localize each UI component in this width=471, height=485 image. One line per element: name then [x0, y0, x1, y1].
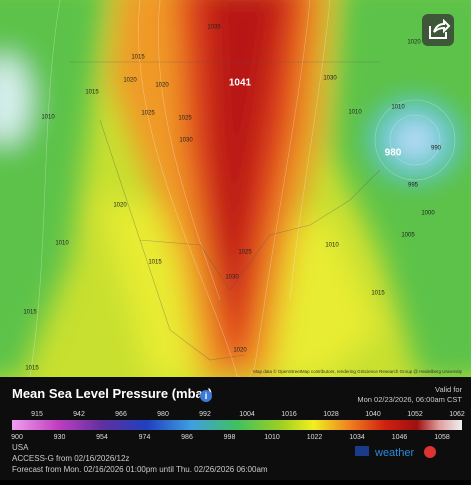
contour-label: 1020	[155, 83, 169, 89]
color-scale	[12, 420, 462, 430]
contour-label: 1020	[123, 78, 137, 84]
attribution: Map data © OpenStreetMap contributors, r…	[253, 368, 462, 374]
scale-label: 1040	[365, 411, 381, 418]
scale-label: 915	[31, 411, 43, 418]
contour-label: 990	[431, 146, 442, 152]
contour-label: 1010	[348, 110, 362, 116]
pressure-field	[0, 0, 471, 377]
contour-label: 1020	[113, 203, 127, 209]
contour-label: 980	[385, 148, 402, 159]
scale-label: 1034	[349, 434, 365, 441]
contour-label: 1025	[141, 111, 155, 117]
scale-label: 1004	[239, 411, 255, 418]
contour-label: 1015	[25, 366, 39, 372]
contour-label: 1010	[55, 241, 69, 247]
info-button[interactable]: i	[200, 390, 212, 402]
scale-label: 980	[157, 411, 169, 418]
scale-label: 1022	[307, 434, 323, 441]
contour-label: 1005	[401, 233, 415, 239]
share-button[interactable]	[422, 14, 454, 46]
contour-label: 1030	[179, 138, 193, 144]
scale-label: 966	[115, 411, 127, 418]
contour-label: 1020	[407, 40, 421, 46]
brand: weather	[374, 447, 414, 459]
valid-time: Mon 02/23/2026, 06:00am CST	[357, 395, 462, 404]
valid-label: Valid for	[435, 385, 462, 394]
contour-label: 1030	[323, 76, 337, 82]
share-icon[interactable]	[429, 18, 451, 39]
isobars	[29, 0, 456, 377]
contour-label: 995	[408, 183, 419, 189]
model: ACCESS-G from 02/16/2026/12z	[12, 454, 129, 463]
scale-label: 930	[54, 434, 66, 441]
info-circle[interactable]	[200, 390, 212, 402]
scale-label: 986	[181, 434, 193, 441]
scale-label: 1058	[434, 434, 450, 441]
borders	[70, 61, 381, 361]
contour-label: 1010	[391, 105, 405, 111]
contour-label: 1000	[421, 211, 435, 217]
contour-labels: 1015 1020 1020 1015 1025 1025 1030 1041 1035 1020…	[23, 25, 441, 372]
legend-title: Mean Sea Level Pressure (mbar)	[12, 386, 212, 401]
contour-label: 1020	[233, 348, 247, 354]
contour-label: 1015	[85, 90, 99, 96]
forecast-range: Forecast from Mon. 02/16/2026 01:00pm un…	[12, 465, 268, 474]
contour-label: 1030	[225, 275, 239, 281]
brand-mark	[424, 446, 436, 458]
scale-labels: 915 942 966 980 992 1004 1016 1028 1040 1052 1062 9…	[11, 411, 465, 441]
scale-label: 1028	[323, 411, 339, 418]
contour-label: 1015	[131, 55, 145, 61]
contour-label: 1015	[23, 310, 37, 316]
scale-label: 1046	[392, 434, 408, 441]
map[interactable]: 1015 1020 1020 1015 1025 1025 1030 1041 1035 1020…	[0, 0, 471, 380]
contour-label: 1010	[325, 243, 339, 249]
info-icon[interactable]: i	[205, 391, 208, 401]
contour-label: 1025	[238, 250, 252, 256]
contour-label: 1015	[371, 291, 385, 297]
brand-logo: weather	[355, 446, 436, 459]
scale-label: 954	[96, 434, 108, 441]
contour-label: 1010	[41, 115, 55, 121]
scale-label: 998	[224, 434, 236, 441]
region: USA	[12, 443, 29, 452]
contour-label: 1035	[207, 25, 221, 31]
scale-label: 1062	[449, 411, 465, 418]
scale-label: 942	[73, 411, 85, 418]
flag	[355, 446, 369, 456]
scale-label: 900	[11, 434, 23, 441]
scale-label: 974	[139, 434, 151, 441]
contour-label: 1015	[148, 260, 162, 266]
scale-label: 1010	[264, 434, 280, 441]
scale-label: 1052	[407, 411, 423, 418]
contour-label: 1025	[178, 116, 192, 122]
scale-label: 1016	[281, 411, 297, 418]
scale-label: 992	[199, 411, 211, 418]
contour-label: 1041	[229, 78, 252, 89]
